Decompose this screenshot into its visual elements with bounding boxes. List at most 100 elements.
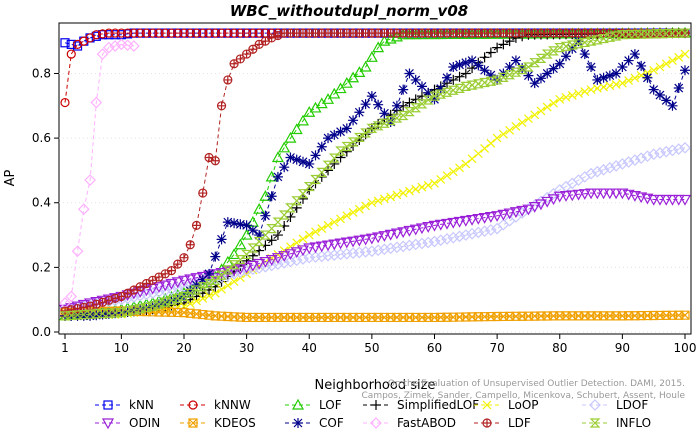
data-point xyxy=(177,275,191,287)
data-point xyxy=(398,84,409,95)
data-point xyxy=(303,181,315,192)
data-point xyxy=(78,310,90,320)
data-point xyxy=(372,244,384,257)
data-point xyxy=(624,76,634,86)
data-point xyxy=(459,215,472,227)
data-point xyxy=(217,284,226,294)
data-point xyxy=(647,194,660,206)
data-point xyxy=(385,116,397,126)
data-point xyxy=(166,295,177,305)
data-point xyxy=(478,213,491,224)
x-tick-label: 50 xyxy=(364,341,379,355)
data-point xyxy=(141,28,152,38)
data-point xyxy=(579,49,590,60)
x-tick-label: 90 xyxy=(615,341,630,355)
data-point xyxy=(534,199,547,211)
data-point xyxy=(674,52,684,62)
data-point xyxy=(165,283,178,296)
data-point xyxy=(353,235,366,247)
data-point xyxy=(454,59,465,70)
data-point xyxy=(297,253,309,265)
data-point xyxy=(648,29,660,39)
y-tick-label: 0.8 xyxy=(32,66,51,80)
data-point xyxy=(536,106,546,116)
data-point xyxy=(228,248,241,260)
data-point xyxy=(328,87,341,99)
data-point xyxy=(385,116,396,127)
data-point xyxy=(503,208,516,220)
data-point xyxy=(240,228,253,240)
data-point xyxy=(97,308,109,319)
data-point xyxy=(128,40,140,52)
data-point xyxy=(248,28,258,38)
data-point xyxy=(460,68,471,79)
data-point xyxy=(311,227,320,237)
data-point xyxy=(191,280,202,291)
data-point xyxy=(397,227,410,239)
data-point xyxy=(417,182,427,192)
legend-item-ldof: LDOF xyxy=(582,398,648,412)
data-point xyxy=(366,91,377,102)
data-point xyxy=(65,290,78,303)
data-point xyxy=(591,165,604,178)
data-point xyxy=(90,96,103,109)
data-point xyxy=(109,40,121,52)
legend-marker xyxy=(371,400,381,410)
data-point xyxy=(96,48,109,60)
data-point xyxy=(510,67,522,77)
x-tick-label: 10 xyxy=(114,341,129,355)
data-point xyxy=(91,299,101,309)
data-point xyxy=(222,217,233,228)
data-point xyxy=(190,273,203,284)
data-point xyxy=(353,246,366,259)
data-point xyxy=(365,233,378,245)
data-point xyxy=(391,113,403,123)
data-point xyxy=(303,243,316,255)
data-point xyxy=(359,60,372,72)
data-point xyxy=(679,141,691,154)
data-point xyxy=(272,171,283,182)
data-point xyxy=(560,41,572,51)
data-point xyxy=(335,152,346,163)
series-line xyxy=(65,40,686,317)
series-line xyxy=(64,310,686,318)
data-point xyxy=(134,304,146,314)
data-point xyxy=(329,217,339,227)
series-kdeos xyxy=(60,306,690,323)
data-point xyxy=(410,74,421,85)
data-point xyxy=(259,260,272,273)
data-point xyxy=(454,71,465,82)
data-point xyxy=(473,60,484,71)
data-point xyxy=(234,238,247,250)
legend-label: kNN xyxy=(129,398,154,412)
data-point xyxy=(216,234,227,245)
data-point xyxy=(152,282,165,293)
data-point xyxy=(310,150,321,161)
data-point xyxy=(365,51,378,62)
legend-marker xyxy=(482,418,492,428)
data-point xyxy=(428,235,441,248)
data-point xyxy=(291,154,302,165)
data-point xyxy=(210,251,221,262)
data-point xyxy=(179,253,189,263)
data-point xyxy=(453,230,466,243)
data-point xyxy=(197,274,208,285)
data-point xyxy=(629,29,641,39)
data-point xyxy=(511,122,521,131)
data-point xyxy=(109,308,121,318)
data-point xyxy=(598,33,610,44)
data-point xyxy=(378,118,390,128)
data-point xyxy=(317,224,327,234)
data-point xyxy=(160,28,170,38)
data-point xyxy=(509,207,522,219)
data-point xyxy=(447,217,460,229)
data-point xyxy=(296,245,309,257)
data-point xyxy=(291,196,303,206)
data-point xyxy=(204,268,215,279)
data-point xyxy=(636,60,647,71)
data-point xyxy=(77,203,90,216)
legend-marker xyxy=(293,418,303,428)
data-point xyxy=(472,226,485,239)
data-point xyxy=(341,146,352,157)
data-point xyxy=(597,188,610,200)
